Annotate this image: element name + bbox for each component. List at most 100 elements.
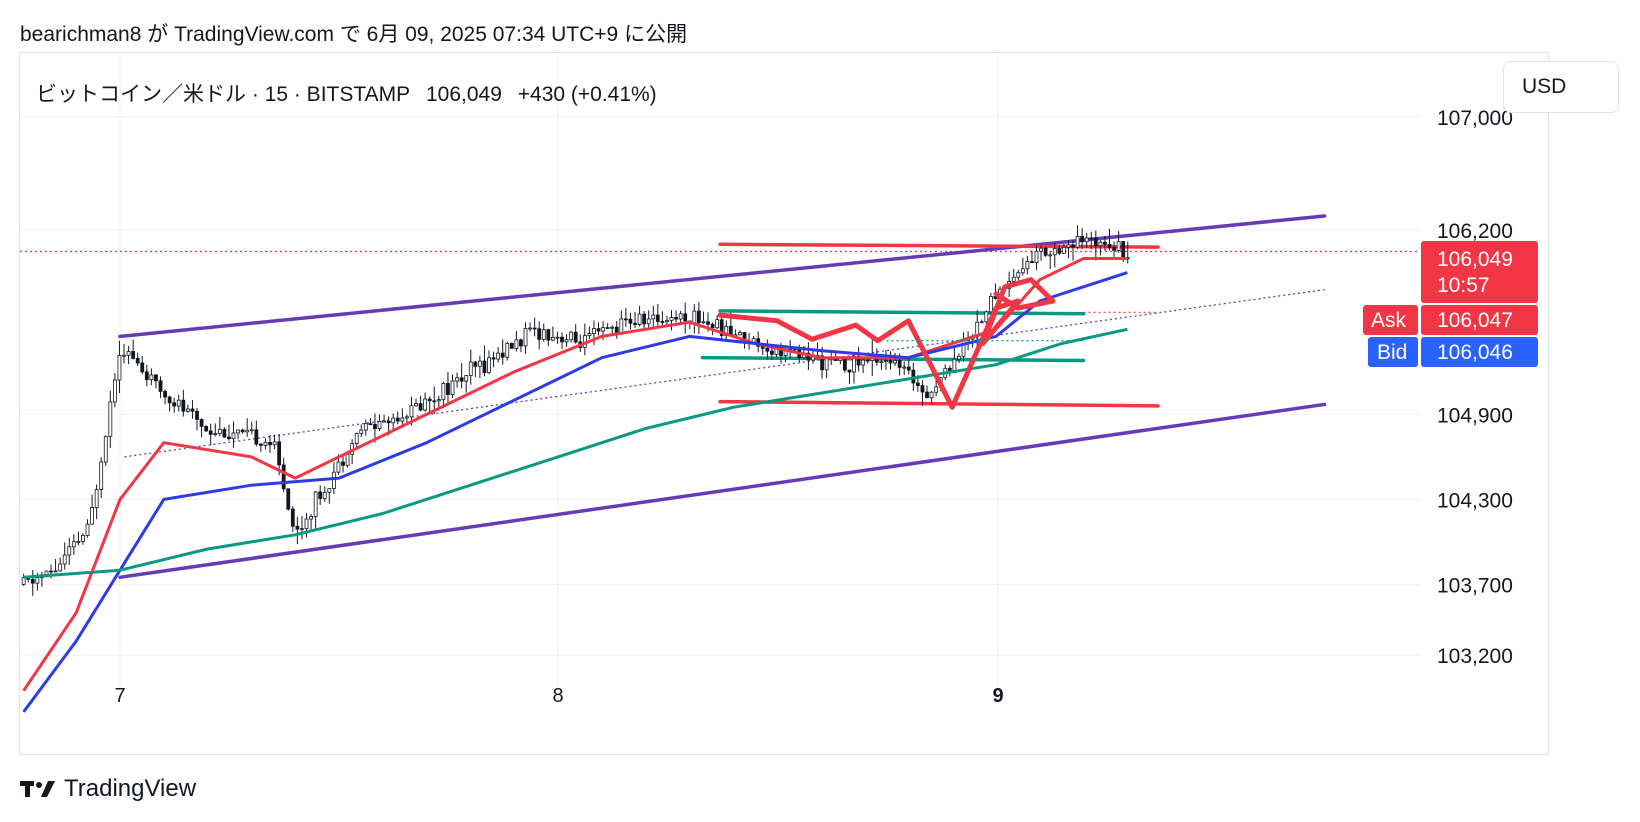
candle-body [692,310,697,324]
range-level-line[interactable] [718,399,1160,408]
candle-body [395,417,400,422]
symbol-legend[interactable]: ビットコイン／米ドル · 15 · BITSTAMP 106,049 +430 … [36,78,667,108]
candle-body [1048,254,1053,257]
candle-body [925,391,929,399]
candle-body [62,554,67,565]
candle-body [71,541,76,548]
candle-body [865,359,870,362]
candle-body [847,369,852,373]
candle-body [701,321,706,324]
candle-body [185,408,190,412]
candle-body [295,525,300,530]
candle-body [487,357,491,374]
candle-body [409,405,414,418]
candle-body [427,398,432,402]
candle-body [605,327,610,329]
candle-body [715,319,720,329]
candle-body [286,488,291,510]
candle-body [94,489,99,508]
candle-body [1016,272,1021,278]
channel-midline[interactable] [124,288,1325,458]
channel-trendline[interactable] [118,402,1327,580]
candle-body [99,461,104,490]
symbol-change: +430 (+0.41%) [517,83,657,106]
candle-body [1093,237,1098,247]
candle-body [619,318,624,334]
candle-body [199,419,204,427]
ask-price: 106,047 [1437,309,1513,332]
candle-body [53,570,58,573]
candle-body [915,382,920,386]
candle-body [560,336,564,343]
range-level-line[interactable] [718,242,1160,249]
candle-body [1030,261,1034,264]
candle-body [213,433,218,436]
candle-body [906,366,911,371]
candle-body [131,351,136,359]
candle-body [126,351,131,356]
candle-body [35,577,40,584]
chart-frame[interactable] [19,52,1549,755]
candle-body [550,336,555,341]
candle-body [514,339,519,349]
candle-body [623,318,628,321]
candle-body [500,352,505,358]
candle-body [601,327,605,332]
candle-body [149,374,154,381]
candle-body [167,396,172,404]
candle-body [1071,244,1075,248]
candle-body [564,339,569,343]
candle-body [222,429,227,438]
candle-body [450,380,455,395]
candle-body [455,377,459,382]
candle-body [546,329,551,341]
symbol-name: ビットコイン／米ドル · 15 · BITSTAMP [36,83,411,106]
candle-body [820,355,824,371]
candle-body [519,339,523,347]
candle-body [1112,247,1116,251]
ask-price-badge [1421,305,1538,335]
candle-body [81,535,85,542]
moving-average-red[interactable] [22,257,1128,692]
candle-body [277,441,282,466]
candle-body [432,400,437,403]
candle-body [888,360,893,364]
candle-body [258,443,263,446]
moving-average-blue[interactable] [22,271,1128,713]
candle-body [651,314,656,320]
candle-body [861,359,866,366]
candle-body [893,359,897,364]
candle-body [441,383,446,401]
candle-body [204,426,209,432]
candle-body [58,563,63,572]
candle-body [719,319,724,336]
price-tick-label: 107,000 [1437,107,1513,130]
candle-body [738,332,742,336]
candle-body [281,464,286,490]
candle-body [217,429,222,435]
candle-body [532,327,537,330]
price-tick-label: 106,200 [1437,220,1513,243]
candle-body [660,321,665,323]
footer-brand: TradingView [20,775,196,803]
candle-body [633,322,637,325]
candle-body [268,441,272,446]
candle-body [1089,237,1094,240]
currency-button[interactable]: USD [1503,61,1619,113]
candle-body [345,453,350,466]
candle-body [90,507,94,525]
hand-drawn-path[interactable] [717,277,1056,410]
candle-body [103,435,108,463]
candle-body [154,374,158,382]
candle-body [491,357,496,360]
candle-body [117,354,122,381]
candle-body [934,386,939,393]
candle-body [1057,248,1062,254]
channel-trendline[interactable] [118,214,1327,339]
moving-average-green[interactable] [23,327,1128,579]
candle-body [195,410,199,420]
candle-body [436,399,441,402]
candle-body [414,403,418,407]
candle-body [240,429,245,433]
